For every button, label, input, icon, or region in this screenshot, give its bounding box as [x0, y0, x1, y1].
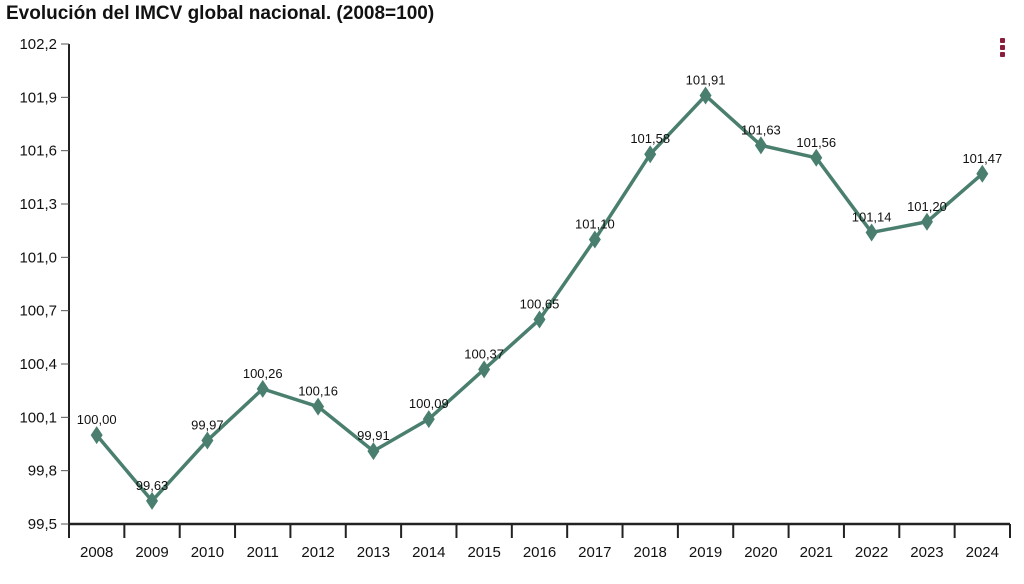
data-label: 101,58 [630, 131, 670, 146]
y-tick-label: 100,1 [19, 409, 57, 426]
x-tick-label: 2009 [135, 544, 168, 561]
y-tick-label: 99,5 [28, 516, 57, 533]
x-tick-label: 2010 [191, 544, 224, 561]
chart-title: Evolución del IMCV global nacional. (200… [6, 3, 435, 24]
data-point-marker [90, 426, 103, 445]
data-point-marker [810, 148, 823, 167]
data-point-marker [146, 491, 159, 510]
data-label: 99,91 [357, 428, 390, 443]
data-label: 101,91 [686, 73, 726, 88]
x-tick-label: 2024 [966, 544, 999, 561]
data-point-marker [644, 145, 657, 164]
data-point-marker [865, 223, 878, 242]
x-tick-label: 2021 [800, 544, 833, 561]
data-point-marker [920, 212, 933, 231]
data-point-marker [256, 379, 269, 398]
data-label: 101,20 [907, 199, 947, 214]
data-point-marker [201, 431, 214, 450]
kebab-menu-icon[interactable] [998, 38, 1006, 60]
data-point-marker [533, 310, 546, 329]
data-point-marker [478, 360, 491, 379]
y-tick-label: 100,4 [19, 356, 57, 373]
y-tick-label: 101,6 [19, 143, 57, 160]
x-tick-label: 2023 [910, 544, 943, 561]
data-label: 100,37 [464, 346, 504, 361]
data-point-marker [367, 442, 380, 461]
data-point-marker [588, 230, 601, 249]
data-label: 101,63 [741, 122, 781, 137]
data-label: 101,47 [962, 151, 1002, 166]
x-tick-label: 2022 [855, 544, 888, 561]
data-label: 101,56 [796, 135, 836, 150]
data-label: 100,65 [520, 297, 560, 312]
data-label: 99,97 [191, 417, 224, 432]
data-label: 100,09 [409, 396, 449, 411]
x-tick-label: 2017 [578, 544, 611, 561]
data-label: 99,63 [136, 478, 169, 493]
x-tick-label: 2019 [689, 544, 722, 561]
data-label: 100,26 [243, 366, 283, 381]
x-tick-label: 2020 [744, 544, 777, 561]
data-label: 100,00 [77, 412, 117, 427]
data-label: 101,14 [852, 209, 892, 224]
data-point-marker [754, 136, 767, 155]
data-point-marker [312, 397, 325, 416]
y-tick-label: 101,3 [19, 196, 57, 213]
y-tick-label: 100,7 [19, 303, 57, 320]
data-point-marker [699, 86, 712, 105]
y-tick-label: 102,2 [19, 36, 57, 53]
x-tick-label: 2008 [80, 544, 113, 561]
x-tick-label: 2016 [523, 544, 556, 561]
x-tick-label: 2015 [467, 544, 500, 561]
x-tick-label: 2014 [412, 544, 445, 561]
x-tick-label: 2018 [634, 544, 667, 561]
y-tick-label: 99,8 [28, 463, 57, 480]
x-tick-label: 2013 [357, 544, 390, 561]
data-point-marker [422, 410, 435, 429]
y-tick-label: 101,9 [19, 89, 57, 106]
x-tick-label: 2011 [247, 544, 279, 561]
data-label: 101,10 [575, 217, 615, 232]
data-point-marker [976, 164, 989, 183]
x-tick-label: 2012 [301, 544, 334, 561]
y-tick-label: 101,0 [19, 249, 57, 266]
data-label: 100,16 [298, 384, 338, 399]
